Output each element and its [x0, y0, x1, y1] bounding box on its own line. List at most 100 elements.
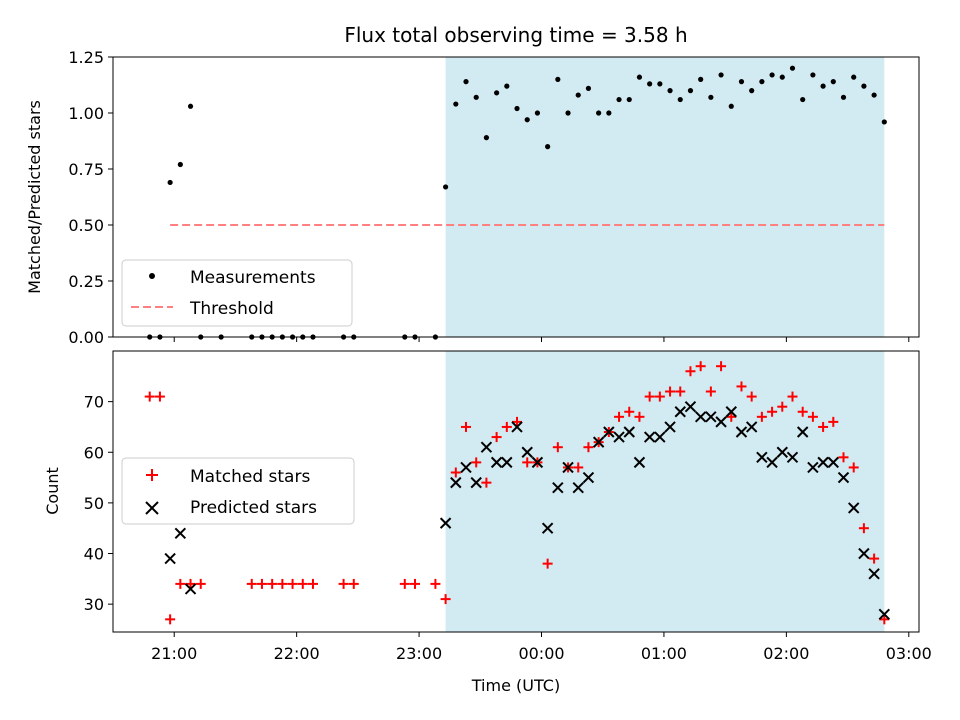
legend-measurements-marker — [149, 273, 155, 279]
matched-star-point — [583, 442, 594, 453]
measurement-point — [861, 83, 867, 89]
measurement-point — [585, 85, 592, 91]
matched-star-point — [195, 578, 206, 589]
measurement-point — [779, 74, 785, 80]
predicted-star-point — [786, 451, 799, 464]
top-y-tick-label: 0.50 — [68, 216, 104, 235]
predicted-star-point — [837, 471, 850, 484]
measurement-point — [504, 83, 510, 89]
predicted-star-point — [705, 411, 717, 423]
top-y-tick-label: 1.25 — [68, 48, 104, 67]
matched-star-point — [246, 578, 257, 589]
measurement-point — [830, 79, 836, 85]
predicted-star-point — [572, 481, 584, 494]
top-panel: 0.00 0.25 0.50 0.75 1.00 1.25 Matched/Predict… — [25, 48, 920, 347]
legend-matched-marker — [146, 469, 158, 481]
x-tick-label: 03:00 — [886, 644, 932, 663]
bottom-y-tick-label: 40 — [84, 545, 104, 564]
top-y-tick-label: 0.75 — [68, 160, 104, 179]
matched-star-point — [797, 406, 808, 417]
predicted-star-point — [480, 441, 493, 453]
predicted-star-point — [490, 456, 503, 469]
bottom-plot-frame — [112, 350, 920, 633]
predicted-star-point — [694, 411, 707, 423]
measurement-point — [718, 72, 724, 78]
measurement-point — [687, 88, 694, 94]
matched-star-point — [277, 578, 288, 589]
measurement-point — [667, 88, 673, 94]
matched-star-point — [787, 391, 798, 402]
matched-star-point — [624, 406, 635, 417]
predicted-star-point — [470, 476, 482, 489]
matched-star-point — [348, 578, 359, 589]
measurement-point — [749, 88, 755, 94]
predicted-star-point — [603, 426, 615, 438]
matched-star-point — [450, 467, 461, 478]
predicted-star-point — [858, 547, 870, 560]
predicted-star-point — [592, 436, 605, 448]
measurement-point — [871, 92, 877, 98]
top-y-tick-label: 0.00 — [68, 328, 104, 347]
measurement-point — [789, 65, 796, 71]
matched-star-point — [634, 411, 645, 422]
matched-star-point — [644, 391, 655, 402]
measurement-point — [575, 92, 581, 98]
predicted-star-point — [582, 471, 595, 484]
predicted-star-point — [807, 461, 819, 474]
legend-threshold-label: Threshold — [189, 299, 274, 319]
measurement-point — [738, 79, 745, 85]
bottom-y-tick-label: 70 — [84, 393, 104, 412]
predicted-star-point — [174, 527, 187, 539]
matched-star-point — [777, 401, 788, 412]
measurement-point — [473, 94, 479, 100]
predicted-star-point — [817, 456, 829, 469]
measurement-point — [514, 105, 520, 112]
matched-star-point — [675, 386, 686, 397]
matched-star-point — [267, 578, 278, 589]
predicted-star-point — [439, 517, 452, 529]
predicted-star-point — [521, 446, 533, 458]
predicted-star-point — [541, 522, 554, 534]
matched-star-point — [471, 457, 482, 468]
measurement-point — [187, 103, 194, 109]
matched-star-point — [461, 421, 472, 432]
x-tick-label: 23:00 — [396, 644, 442, 663]
measurement-point — [647, 81, 653, 87]
bottom-y-axis-label: Count — [43, 467, 62, 515]
predicted-star-point — [868, 568, 880, 580]
matched-star-point — [716, 361, 727, 372]
bottom-shaded-region — [445, 351, 885, 632]
matched-star-point — [185, 578, 196, 589]
bottom-panel: 30 40 50 60 70 21:00 22:00 23:00 00:00 01:00 02:00… — [43, 350, 932, 695]
measurement-point — [565, 110, 571, 116]
measurement-point — [555, 76, 561, 82]
top-legend: Measurements Threshold — [121, 259, 353, 327]
matched-star-point — [838, 452, 849, 463]
matched-star-point — [144, 391, 155, 402]
predicted-star-point — [460, 461, 472, 474]
predicted-star-point — [796, 426, 809, 438]
matched-star-point — [828, 416, 839, 427]
matched-star-point — [256, 578, 267, 589]
matched-star-point — [614, 411, 625, 422]
matched-star-point — [879, 614, 890, 625]
predicted-star-point — [164, 552, 176, 565]
predicted-star-point — [450, 476, 462, 489]
predicted-star-point — [725, 406, 737, 418]
matched-star-point — [165, 614, 176, 625]
x-tick-label: 01:00 — [641, 644, 687, 663]
top-y-tick-label: 0.25 — [68, 272, 104, 291]
measurement-point — [596, 110, 602, 116]
matched-star-point — [542, 558, 553, 569]
bottom-y-tick-label: 30 — [84, 595, 104, 614]
x-tick-label: 21:00 — [151, 644, 197, 663]
predicted-star-point — [847, 502, 860, 514]
measurement-point — [545, 144, 551, 150]
predicted-star-point — [756, 451, 768, 464]
predicted-star-point — [776, 446, 788, 458]
measurement-point — [810, 72, 816, 78]
matched-star-point — [430, 578, 441, 589]
matched-star-point — [654, 391, 665, 402]
matched-star-point — [409, 578, 420, 589]
